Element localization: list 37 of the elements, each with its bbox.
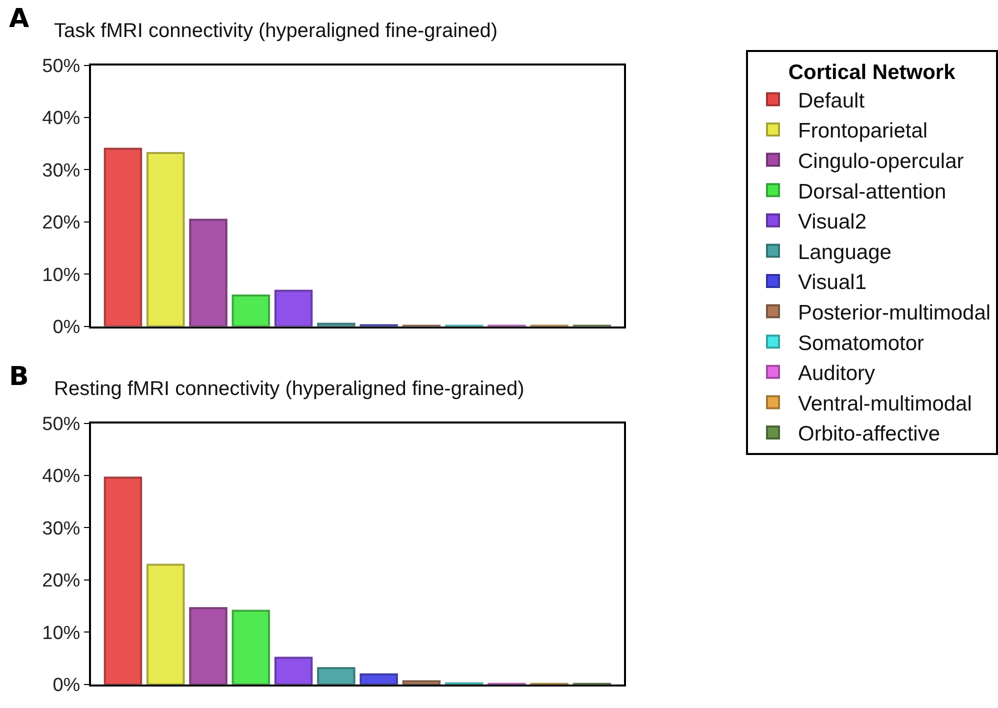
legend-title: Cortical Network [788,61,956,84]
y-tick-label: 20% [42,212,80,234]
y-tick-label: 30% [42,160,80,182]
y-tick-label: 20% [42,570,80,592]
legend-label: Auditory [798,362,876,386]
legend-label: Visual1 [798,271,866,294]
legend-label: Cingulo-opercular [798,150,964,173]
y-tick-label: 50% [42,414,80,435]
y-tick-label: 50% [42,56,80,77]
bar [232,610,270,684]
bar [146,564,185,684]
y-tick-label: 40% [42,466,80,488]
legend-label: Visual2 [798,210,866,234]
text: B [9,362,29,392]
text: A [9,4,30,34]
y-tick-label: 0% [52,316,80,338]
bar [402,680,441,684]
legend-label: Language [798,240,892,264]
legend-label: Ventral-multimodal [798,392,972,416]
bar [189,607,228,684]
legend-label: Somatomotor [798,332,924,355]
legend-label: Posterior-multimodal [798,301,991,324]
chart-title: Resting fMRI connectivity (hyperaligned fine-grained) [54,378,524,400]
legend-label: Orbito-affective [798,422,940,446]
y-tick-label: 10% [42,622,80,644]
y-tick-label: 0% [52,675,80,696]
legend-label: Default [798,89,865,112]
y-tick-label: 40% [42,108,80,130]
bar [360,673,398,684]
bar [104,476,142,684]
chart-title: Task fMRI connectivity (hyperaligned fine-grained) [54,20,498,42]
legend-label: Frontoparietal [798,120,928,143]
bar [274,656,313,684]
bar [317,667,356,684]
y-tick-label: 10% [42,264,80,286]
legend-label: Dorsal-attention [798,180,946,204]
y-tick-label: 30% [42,518,80,540]
